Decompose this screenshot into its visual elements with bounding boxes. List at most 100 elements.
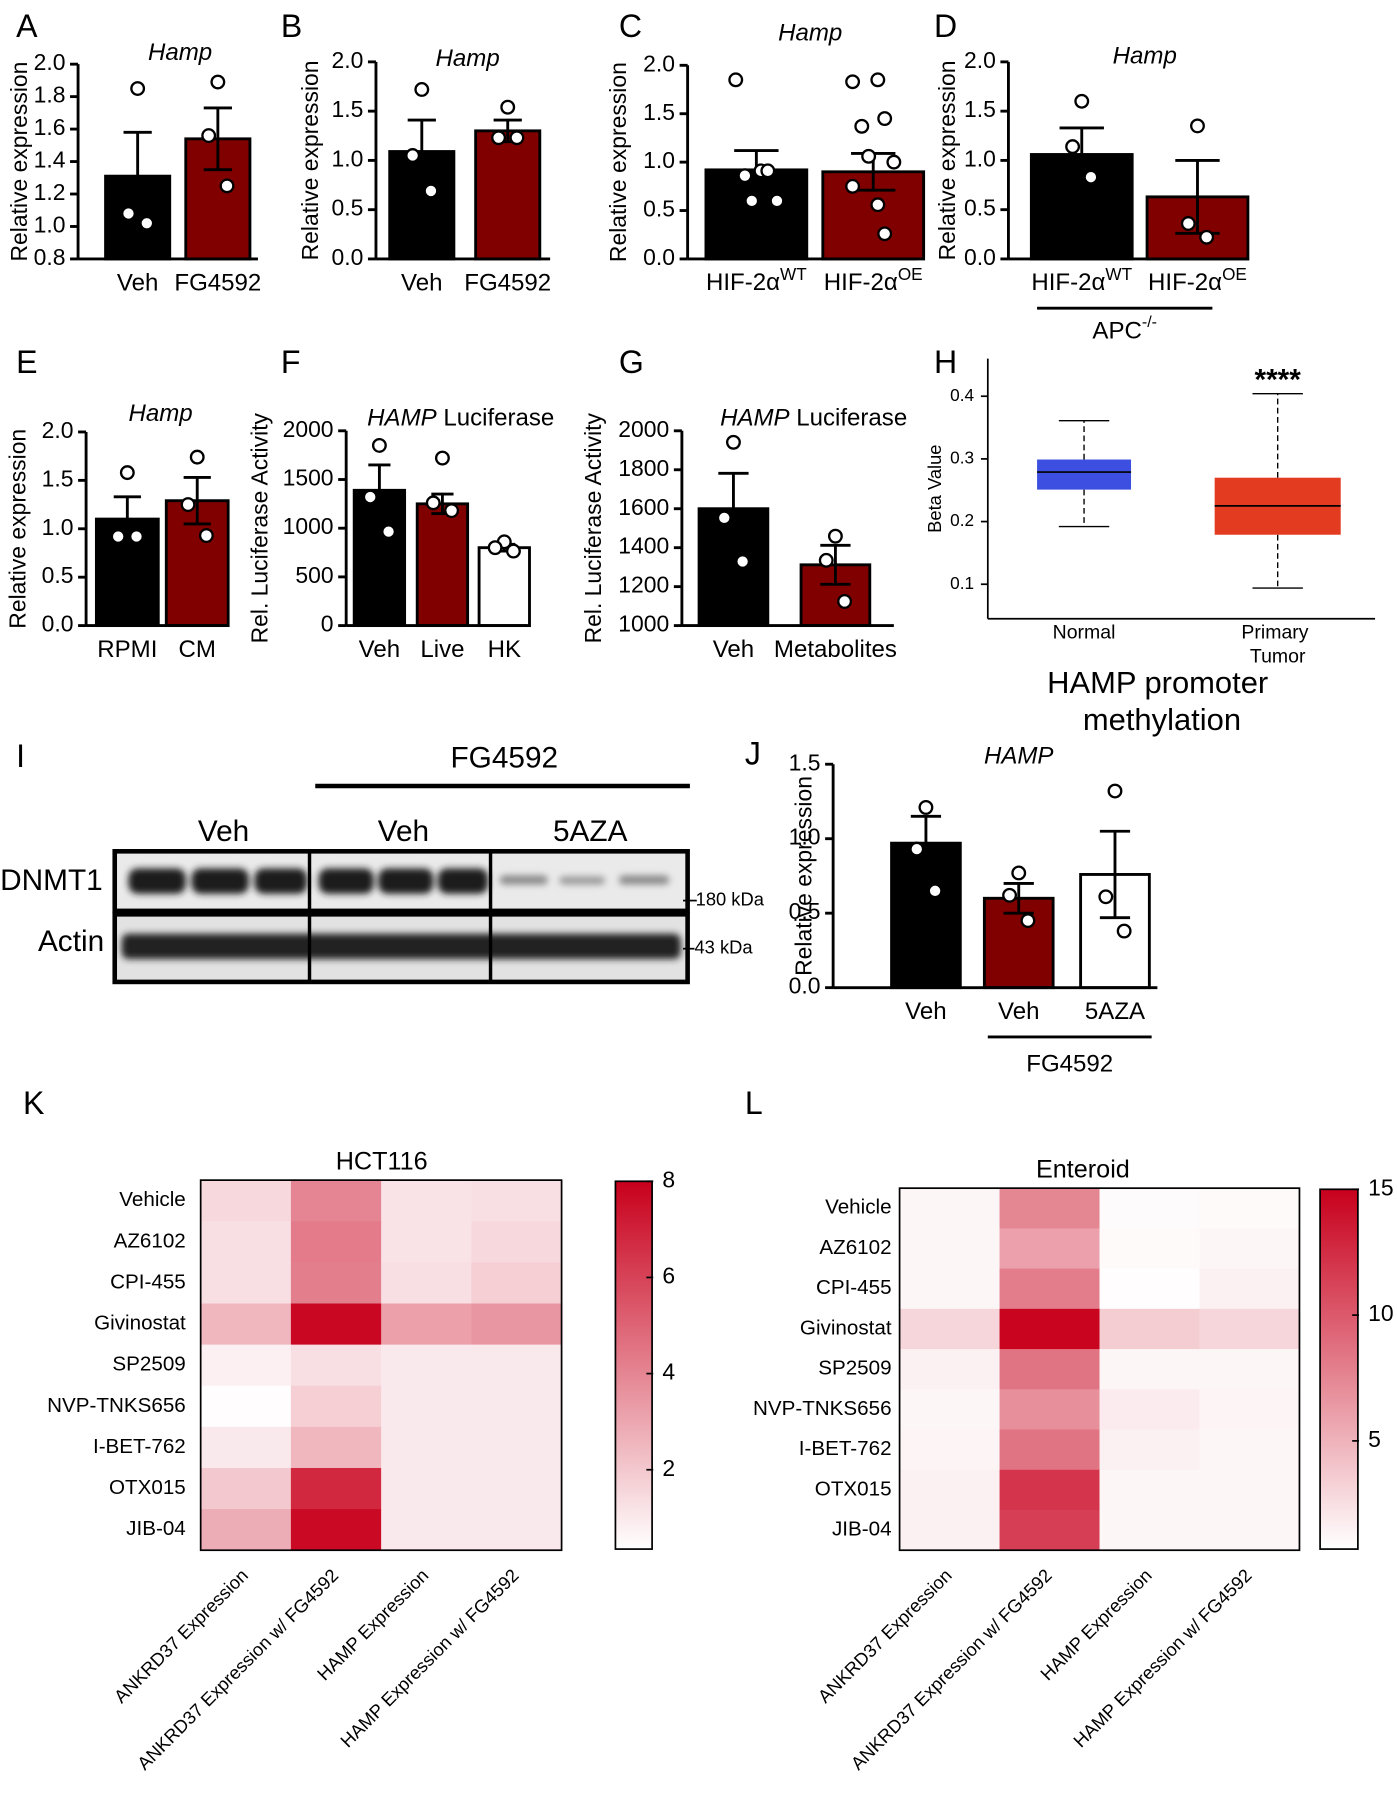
data-point [909,841,925,857]
x-tick-label: Metabolites [774,636,897,663]
group-label: APC-/- [1092,313,1157,344]
data-point [918,799,934,815]
heatmap-cell [200,1262,292,1305]
colorbar-tick-label: 2 [662,1455,675,1481]
heatmap-cell [290,1303,382,1346]
row-label: I-BET-762 [799,1437,892,1460]
band [618,875,670,885]
data-point [1002,887,1018,903]
row-label: NVP-TNKS656 [47,1394,186,1417]
chart-title: Hamp [148,39,212,66]
data-point [119,465,135,481]
y-axis-label: Relative expression [934,60,960,260]
row-label: DNMT1 [0,864,103,897]
data-point [877,226,893,242]
x-tick-label: RPMI [97,636,157,663]
bar [164,499,230,628]
x-tick-label: Live [420,636,464,663]
heatmap-cell [1099,1389,1201,1431]
data-point [371,437,387,453]
data-point [1020,913,1036,929]
chart-title: HAMP Luciferase [367,405,554,432]
data-point [381,524,397,540]
data-point [130,81,146,96]
panel-label: L [745,1085,763,1121]
data-point [827,528,843,544]
heatmap-cell [471,1385,563,1428]
heatmap-cell [471,1262,563,1305]
x-tick-label: 5AZA [1085,998,1145,1025]
data-point [870,72,886,88]
x-tick-label: Veh [117,270,158,297]
heatmap-cell [899,1389,1001,1431]
heatmap-cell [471,1426,563,1469]
y-tick-label: 1.0 [34,212,66,238]
band [191,868,249,894]
y-tick-label: 500 [295,562,333,588]
heatmap-cell [200,1221,292,1263]
data-point [139,215,155,231]
data-point [500,99,516,115]
heatmap-cell [471,1303,563,1346]
heatmap-cell [381,1385,472,1428]
chart-title: HCT116 [336,1148,428,1176]
heatmap-cell [899,1268,1001,1310]
y-tick-label: 1.5 [964,96,996,122]
data-point [927,883,943,899]
heatmap-cell [200,1385,292,1428]
heatmap-cell [471,1344,563,1387]
heatmap-cell [899,1308,1001,1350]
category-superscript: OE [1222,264,1247,284]
y-tick-label: 1.4 [34,147,66,173]
heatmap-cell [1099,1228,1201,1270]
colorbar [614,1180,653,1550]
data-point [1199,229,1215,245]
row-label: JIB-04 [832,1518,892,1541]
data-point [1098,889,1114,905]
data-point [1011,865,1027,881]
data-point [870,197,886,213]
y-tick-label: 1.5 [789,749,821,775]
panel-label: J [745,736,761,772]
row-label: JIB-04 [126,1517,186,1540]
data-point [886,154,902,170]
y-tick-label: 0 [321,611,334,637]
data-point [129,529,144,544]
chart-title: Hamp [436,45,500,72]
bar [477,546,531,628]
heatmap-cell [899,1509,1001,1551]
data-point [1190,118,1205,134]
y-tick-label: 0.0 [643,244,675,270]
heatmap-cell [1199,1268,1301,1310]
x-tick-label: HK [488,636,521,663]
y-tick-label: 0.0 [332,244,364,270]
bar [474,129,542,261]
bands [121,868,681,960]
band [318,868,374,894]
heatmap-cell [1099,1188,1201,1229]
data-point [861,148,877,164]
y-axis-label: Relative expression [6,62,32,262]
colorbar-tick-label: 5 [1368,1426,1381,1452]
data-point [769,193,785,209]
heatmap-cell [999,1469,1101,1511]
y-tick-label: 1.0 [643,147,675,173]
y-tick-label: 0.2 [950,510,974,530]
heatmap-cell [200,1426,292,1469]
band [437,868,489,894]
row-label: OTX015 [109,1476,186,1499]
panel-label: E [16,344,37,380]
x-tick-label: HIF-2αOE [824,264,923,297]
data-point [716,510,732,526]
heatmap-cell [471,1467,563,1510]
lane-group-label: 5AZA [553,815,628,848]
lane-group-label: Veh [378,815,429,848]
y-tick-label: 2.0 [34,49,66,75]
y-axis-label: Relative expression [5,429,31,629]
data-point [198,528,214,543]
panel-label: D [934,8,957,44]
y-axis-label: Rel. Luciferase Activity [580,412,606,643]
data-point [845,178,861,194]
y-tick-label: 1800 [618,455,669,481]
data-point [1074,93,1090,109]
